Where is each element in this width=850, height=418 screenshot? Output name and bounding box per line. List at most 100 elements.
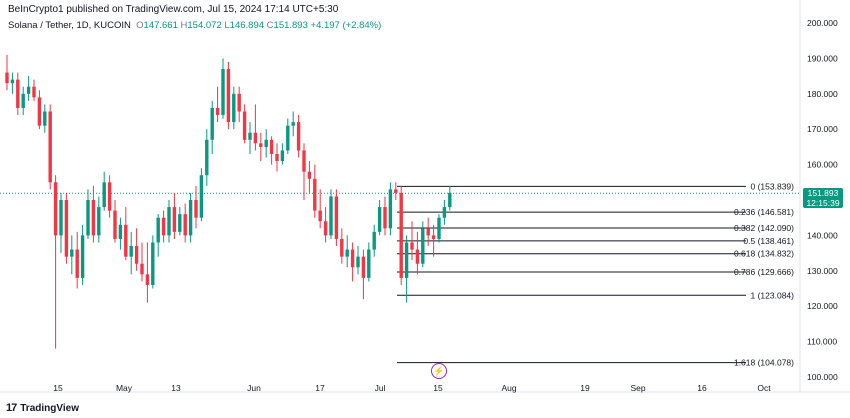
last-price-tag: 151.893 12:15:39	[803, 188, 843, 208]
candle-body	[237, 93, 241, 112]
candle-body	[307, 171, 312, 179]
candle-body	[32, 86, 36, 98]
candle-body	[232, 93, 236, 123]
candle-body	[340, 238, 344, 257]
low-value: 146.894	[229, 20, 265, 31]
x-tick-label: 19	[580, 383, 590, 393]
candle-body	[178, 214, 182, 232]
fib-level-label: 1.618 (104.078)	[734, 358, 794, 368]
candle-body	[437, 217, 441, 239]
candle-body	[399, 192, 403, 278]
candle-body	[156, 217, 160, 243]
symbol-ohlc-bar: Solana / Tether, 1D, KUCOIN O147.661 H15…	[8, 20, 381, 31]
candle-body	[129, 246, 133, 257]
fib-level-label: 0.236 (146.581)	[734, 207, 794, 217]
low-label: L	[224, 20, 230, 31]
candle-body	[80, 235, 85, 278]
candle-body	[286, 125, 290, 151]
candle-body	[188, 200, 193, 236]
x-tick-label: Jul	[375, 383, 386, 393]
candle-body	[372, 231, 376, 250]
candle-body	[172, 207, 177, 232]
candle-body	[388, 189, 393, 229]
candle-body	[97, 207, 101, 236]
candle-body	[124, 224, 128, 257]
y-tick-label: 130.000	[807, 266, 838, 276]
high-value: 154.072	[187, 20, 222, 31]
candle-body	[53, 182, 58, 236]
candle-body	[59, 200, 63, 236]
candle-body	[151, 242, 155, 285]
candle-body	[183, 214, 187, 236]
candle-body	[134, 246, 139, 264]
candle-body	[10, 79, 15, 84]
candle-body	[215, 107, 220, 116]
candle-body	[394, 189, 398, 193]
candle-body	[210, 107, 214, 140]
candle-body	[107, 182, 112, 211]
y-tick-label: 190.000	[807, 53, 838, 63]
close-label: C	[266, 20, 274, 31]
x-tick-label: 15	[53, 383, 63, 393]
candle-body	[275, 153, 279, 162]
candle-body	[75, 249, 79, 278]
candle-body	[377, 207, 382, 232]
candle-body	[448, 192, 452, 208]
candle-body	[248, 132, 252, 140]
bar-countdown: 12:15:39	[806, 198, 840, 208]
candle-body	[410, 242, 414, 250]
tradingview-logo[interactable]: 17 TradingView	[6, 402, 79, 414]
candle-body	[91, 200, 96, 236]
open-label: O	[136, 20, 144, 31]
candle-body	[16, 79, 20, 108]
candle-body	[367, 249, 371, 278]
candle-body	[264, 139, 268, 147]
candle-body	[313, 178, 317, 211]
candle-body	[302, 150, 306, 172]
symbol-label[interactable]: Solana / Tether, 1D, KUCOIN	[8, 20, 131, 31]
high-label: H	[180, 20, 188, 31]
candle-body	[242, 111, 247, 140]
y-tick-label: 110.000	[807, 337, 837, 347]
candle-body	[356, 256, 360, 268]
candle-body	[431, 235, 436, 239]
candle-body	[140, 263, 144, 275]
y-tick-label: 170.000	[807, 124, 838, 134]
x-tick-label: 16	[697, 383, 707, 393]
candle-body	[118, 224, 123, 239]
x-tick-label: Sep	[630, 383, 645, 393]
candle-body	[421, 228, 425, 264]
candle-body	[415, 249, 420, 264]
candle-body	[167, 207, 171, 236]
candle-body	[280, 150, 285, 162]
lightning-icon[interactable]: ⚡	[431, 363, 447, 379]
candle-body	[334, 196, 339, 239]
candle-body	[194, 200, 198, 218]
candle-body	[161, 217, 166, 236]
candle-body	[383, 207, 387, 229]
candle-body	[329, 196, 333, 236]
fib-level-label: 0.618 (134.832)	[734, 249, 794, 259]
candle-body	[113, 210, 117, 239]
fib-level-label: 1 (123.084)	[751, 290, 795, 300]
fib-level-label: 0 (153.839)	[751, 181, 795, 191]
candle-body	[361, 256, 366, 278]
y-tick-label: 200.000	[807, 18, 838, 28]
candle-body	[345, 249, 349, 257]
candle-body	[70, 249, 74, 257]
fib-level-label: 0.382 (142.090)	[734, 223, 794, 233]
candle-body	[48, 111, 52, 183]
x-tick-label: 15	[433, 383, 443, 393]
candle-body	[43, 111, 47, 126]
fib-level-label: 0.5 (138.461)	[743, 236, 794, 246]
change-value: +4.197 (+2.84%)	[310, 20, 382, 31]
x-tick-label: 17	[315, 383, 325, 393]
candle-body	[64, 200, 69, 257]
candle-body	[37, 97, 42, 126]
y-tick-label: 180.000	[807, 89, 838, 99]
tradingview-logo-text: TradingView	[20, 402, 79, 414]
candle-body	[296, 122, 301, 151]
candle-body	[221, 69, 225, 116]
candle-body	[5, 72, 9, 84]
